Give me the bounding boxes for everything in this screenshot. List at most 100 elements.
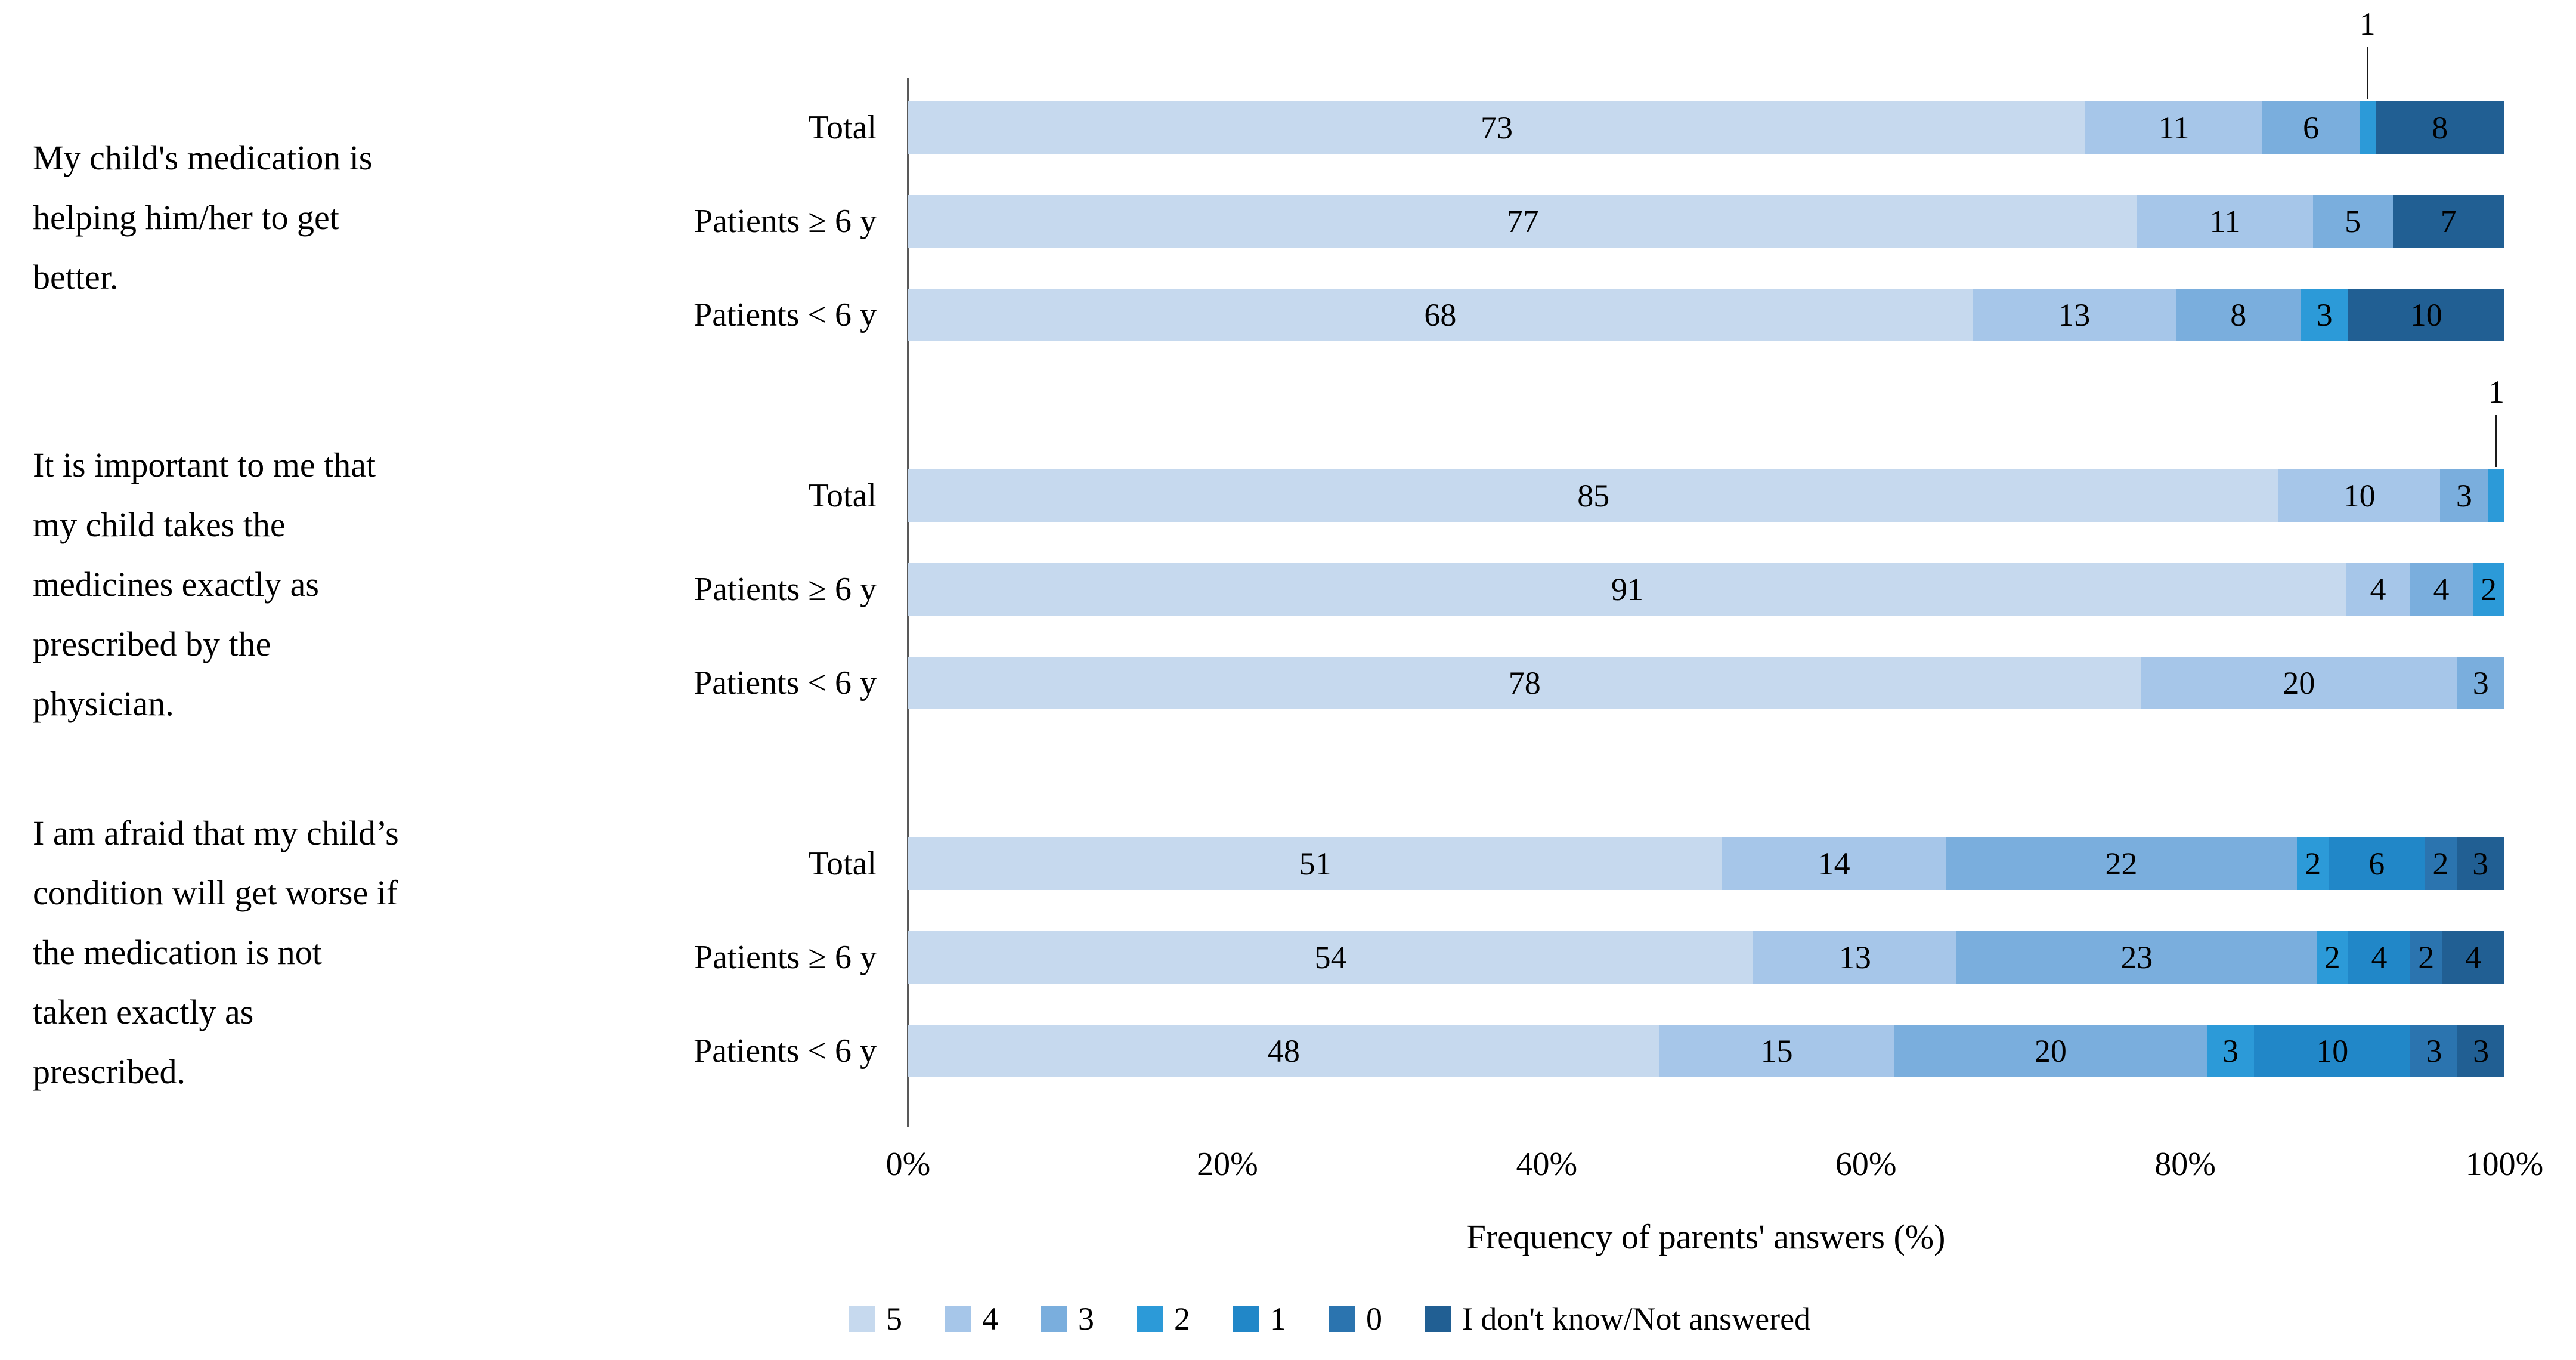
legend-swatch-icon	[1137, 1306, 1163, 1332]
question-text: It is important to me that my child takes…	[33, 435, 617, 734]
stacked-bar: 85 10 3	[908, 469, 2504, 522]
bar-segment-4: 4	[2346, 563, 2410, 616]
segment-value: 5	[2345, 203, 2361, 239]
bar-segment-5: 77	[908, 195, 2138, 248]
legend-item-0: 0	[1329, 1300, 1382, 1337]
bar-segment-2: 2	[2296, 837, 2329, 890]
segment-value: 15	[1760, 1033, 1793, 1069]
segment-value: 54	[1314, 939, 1347, 975]
bar-segment-4: 11	[2137, 195, 2313, 248]
question-text: I am afraid that my child’s condition wil…	[33, 803, 617, 1102]
x-tick-label: 20%	[1197, 1146, 1258, 1183]
question-line: my child takes the	[33, 505, 286, 544]
segment-value: 68	[1424, 297, 1457, 333]
segment-value: 2	[2480, 571, 2497, 607]
legend-label: I don't know/Not answered	[1462, 1301, 1811, 1337]
legend-label: 3	[1078, 1301, 1094, 1337]
x-tick-label: 40%	[1516, 1146, 1578, 1183]
legend-swatch-icon	[1425, 1306, 1451, 1332]
question-line: medicines exactly as	[33, 565, 319, 604]
category-label: Patients < 6 y	[693, 1033, 877, 1070]
bar-segment-5: 91	[908, 563, 2346, 616]
bar-segment-2: 3	[2301, 289, 2348, 341]
legend-swatch-icon	[1041, 1306, 1067, 1332]
category-label: Patients < 6 y	[693, 296, 877, 333]
segment-value: 13	[2058, 297, 2091, 333]
legend-item-1: 1	[1233, 1300, 1286, 1337]
category-label: Patients < 6 y	[693, 664, 877, 701]
segment-value: 2	[2324, 939, 2340, 975]
bar-segment-3: 8	[2175, 289, 2301, 341]
stacked-bar: 54 13 23 2 4 2 4	[908, 931, 2504, 984]
bar-segment-3: 5	[2312, 195, 2393, 248]
bar-segment-2	[2488, 469, 2504, 522]
segment-value: 3	[2222, 1033, 2239, 1069]
x-tick-label: 80%	[2154, 1146, 2216, 1183]
callout-line	[2495, 415, 2497, 467]
bar-segment-1: 6	[2329, 837, 2425, 890]
bar-segment-4: 14	[1722, 837, 1946, 890]
question-line: It is important to me that	[33, 446, 376, 484]
segment-value: 8	[2432, 110, 2448, 146]
segment-value: 4	[2464, 939, 2481, 975]
x-axis-title: Frequency of parents' answers (%)	[1466, 1217, 1946, 1256]
segment-value: 10	[2343, 478, 2376, 514]
question-line: taken exactly as	[33, 993, 254, 1031]
question-line: I am afraid that my child’s	[33, 814, 399, 852]
category-label: Total	[808, 109, 877, 146]
segment-value: 77	[1506, 203, 1539, 239]
segment-value: 6	[2302, 110, 2319, 146]
callout-annotation: 1	[2332, 6, 2403, 99]
segment-value: 3	[2316, 297, 2333, 333]
legend-swatch-icon	[849, 1306, 875, 1332]
legend-item-2: 2	[1137, 1300, 1190, 1337]
bar-segment-3: 3	[2439, 469, 2488, 522]
segment-value: 13	[1838, 939, 1871, 975]
bar-segment-2	[2359, 101, 2376, 154]
x-tick-label: 60%	[1835, 1146, 1897, 1183]
legend-item-5: 5	[849, 1300, 902, 1337]
segment-value: 4	[2370, 571, 2386, 607]
segment-value: 78	[1508, 665, 1541, 701]
legend-item-4: 4	[945, 1300, 998, 1337]
question-line: prescribed by the	[33, 625, 271, 663]
bar-segment-5: 68	[908, 289, 1973, 341]
segment-value: 73	[1480, 110, 1513, 146]
segment-value: 10	[2410, 297, 2442, 333]
segment-value: 3	[2472, 665, 2489, 701]
segment-value: 7	[2440, 203, 2457, 239]
legend-item-idk: I don't know/Not answered	[1425, 1300, 1810, 1337]
callout-annotation: 1	[2460, 374, 2532, 467]
bar-segment-3: 4	[2409, 563, 2473, 616]
legend-label: 5	[886, 1301, 902, 1337]
bar-segment-idk: 7	[2392, 195, 2504, 248]
question-line: the medication is not	[33, 933, 322, 972]
segment-value: 85	[1577, 478, 1610, 514]
segment-value: 14	[1818, 846, 1850, 882]
bar-segment-idk: 4	[2441, 931, 2504, 984]
segment-value: 20	[2034, 1033, 2067, 1069]
segment-value: 91	[1611, 571, 1643, 607]
bar-segment-4: 13	[1753, 931, 1957, 984]
segment-value: 48	[1267, 1033, 1300, 1069]
bar-segment-0: 2	[2410, 931, 2442, 984]
segment-value: 2	[2418, 939, 2435, 975]
category-label: Total	[808, 477, 877, 514]
bar-segment-5: 48	[908, 1025, 1659, 1077]
question-line: physician.	[33, 684, 174, 723]
bar-segment-0: 2	[2425, 837, 2457, 890]
legend-swatch-icon	[1233, 1306, 1259, 1332]
bar-segment-3: 3	[2457, 657, 2504, 709]
bar-segment-3: 6	[2262, 101, 2360, 154]
callout-value: 1	[2359, 6, 2376, 42]
callout-line	[2366, 47, 2368, 99]
category-label: Patients ≥ 6 y	[693, 203, 877, 240]
segment-value: 23	[2120, 939, 2153, 975]
stacked-bar: 78 20 3	[908, 657, 2504, 709]
stacked-bar: 77 11 5 7	[908, 195, 2504, 248]
segment-value: 51	[1299, 846, 1332, 882]
bar-segment-idk: 3	[2456, 837, 2504, 890]
bar-segment-5: 85	[908, 469, 2279, 522]
legend-label: 1	[1270, 1301, 1286, 1337]
